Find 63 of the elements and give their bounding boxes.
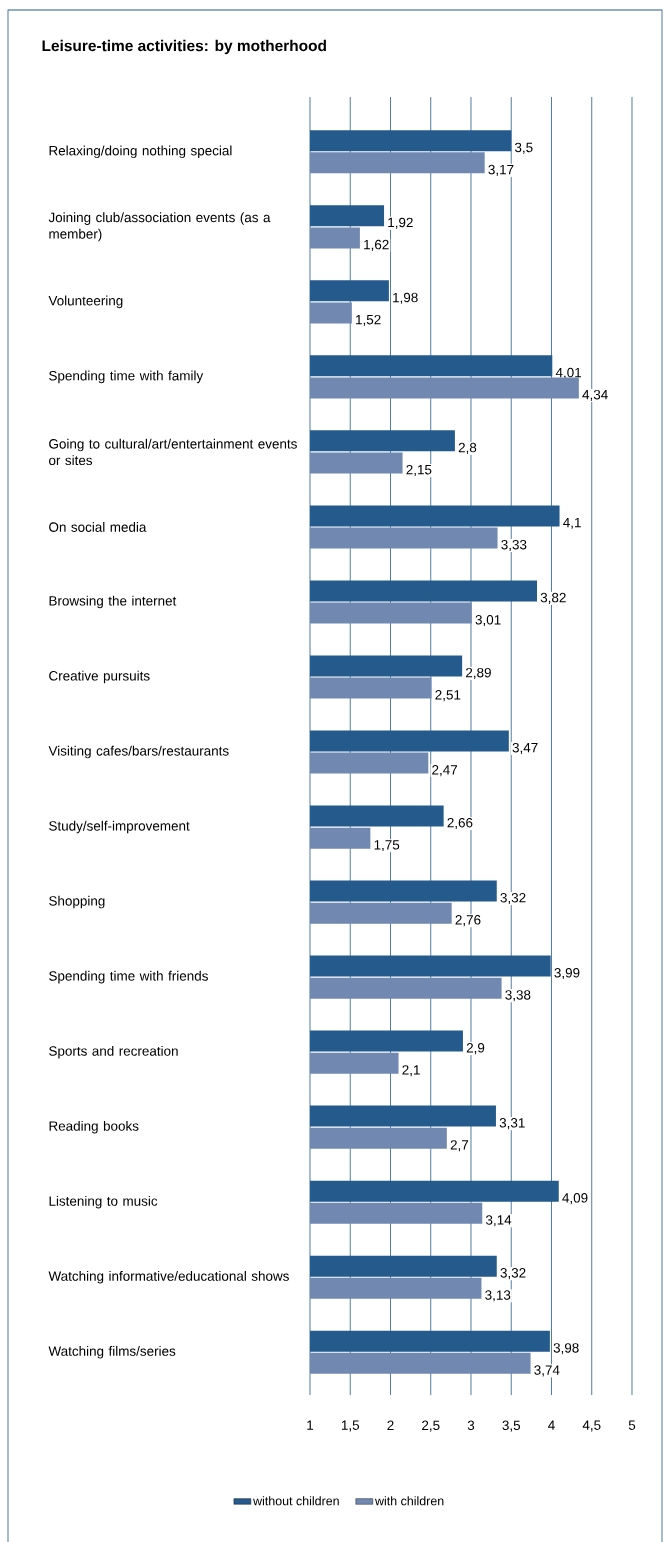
data-label: 2,7	[450, 1140, 469, 1152]
x-tick-label: 5	[628, 1420, 636, 1430]
data-label: 4,01	[555, 367, 582, 379]
data-label: 2,15	[406, 464, 432, 477]
y-tick-label: Watching informative/educational shows	[48, 1270, 289, 1284]
y-tick-label: Joining club/association events (as a member)	[48, 212, 271, 242]
data-label: 1,75	[374, 840, 400, 852]
y-tick-label: On social media	[49, 522, 147, 532]
y-tick-label: Spending time with family	[49, 370, 204, 384]
data-label: 3,82	[540, 592, 566, 604]
data-label: 1,92	[388, 217, 413, 229]
data-label: 3,14	[485, 1215, 512, 1227]
x-tick-label: 1,5	[341, 1420, 360, 1432]
y-tick-label: Creative pursuits	[49, 670, 150, 684]
data-label: 2,89	[466, 667, 491, 679]
data-label: 2,8	[458, 442, 477, 454]
data-label: 2,66	[447, 817, 473, 830]
data-label: 2,47	[432, 765, 458, 777]
data-label: 3,17	[488, 164, 514, 176]
y-tick-label: Spending time with friends	[49, 970, 208, 984]
data-label: 2,51	[435, 690, 461, 702]
data-label: 2,1	[402, 1065, 420, 1077]
legend-label: with children	[374, 1496, 444, 1506]
y-tick-label: Listening to music	[49, 1195, 158, 1209]
x-tick-label: 4	[548, 1420, 555, 1430]
data-label: 2,76	[455, 915, 481, 927]
x-tick-label: 4,5	[582, 1420, 601, 1432]
y-tick-label: Shopping	[49, 895, 105, 909]
data-label: 3,32	[500, 892, 526, 905]
x-tick-label: 1	[307, 1420, 314, 1430]
y-tick-label: Volunteering	[48, 295, 123, 309]
data-label: 3,01	[475, 614, 501, 627]
data-label: 3,74	[534, 1365, 560, 1377]
data-label: 4,09	[562, 1193, 588, 1205]
x-tick-label: 3	[467, 1420, 475, 1431]
data-label: 3,32	[500, 1268, 526, 1280]
data-label: 3,33	[501, 539, 527, 552]
data-label: 3,13	[485, 1290, 511, 1302]
y-tick-label: Relaxing/doing nothing special	[49, 145, 232, 159]
x-tick-label: 2	[387, 1420, 394, 1430]
y-tick-label: Visiting cafes/bars/restaurants	[48, 745, 229, 759]
data-label: 3,99	[554, 968, 580, 980]
data-label: 1,52	[356, 314, 381, 326]
data-label: 1,98	[393, 292, 418, 304]
text: Leisure-time activities: by motherhood	[42, 39, 326, 55]
x-tick-label: 2,5	[422, 1420, 440, 1432]
data-label: 1,62	[364, 239, 389, 251]
data-label: 4,34	[582, 389, 608, 402]
y-tick-label: Watching films/series	[48, 1345, 176, 1359]
data-label: 4,1	[563, 517, 581, 529]
x-tick-label: 3,5	[502, 1420, 521, 1432]
data-label: 3,31	[499, 1118, 525, 1130]
data-label: 3,47	[512, 742, 538, 755]
y-tick-label: Study/self-improvement	[49, 820, 190, 834]
data-label: 3,38	[505, 990, 531, 1002]
legend-label: without children	[253, 1496, 339, 1506]
data-label: 3,5	[514, 142, 533, 154]
y-tick-label: Sports and recreation	[49, 1045, 178, 1059]
data-label: 3,98	[553, 1343, 579, 1355]
y-tick-label: Going to cultural/art/entertainment events or sites	[49, 438, 297, 466]
data-label: 2,9	[466, 1043, 485, 1055]
y-tick-label: Reading books	[49, 1120, 139, 1134]
y-tick-label: Browsing the internet	[49, 595, 177, 609]
